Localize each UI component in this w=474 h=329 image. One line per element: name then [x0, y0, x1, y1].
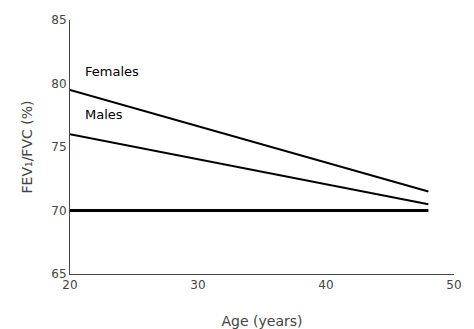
svg-text:40: 40	[318, 278, 333, 292]
svg-text:FEV₁/FVC (%): FEV₁/FVC (%)	[19, 101, 35, 194]
svg-text:Females: Females	[85, 64, 139, 79]
svg-text:65: 65	[51, 267, 66, 281]
svg-text:30: 30	[190, 278, 205, 292]
svg-text:70: 70	[51, 204, 66, 218]
svg-text:20: 20	[62, 278, 77, 292]
svg-text:Age (years): Age (years)	[222, 313, 303, 329]
svg-text:85: 85	[51, 13, 66, 27]
svg-text:50: 50	[446, 278, 461, 292]
svg-text:80: 80	[51, 77, 66, 91]
svg-text:Males: Males	[85, 107, 123, 122]
svg-text:75: 75	[51, 140, 66, 154]
